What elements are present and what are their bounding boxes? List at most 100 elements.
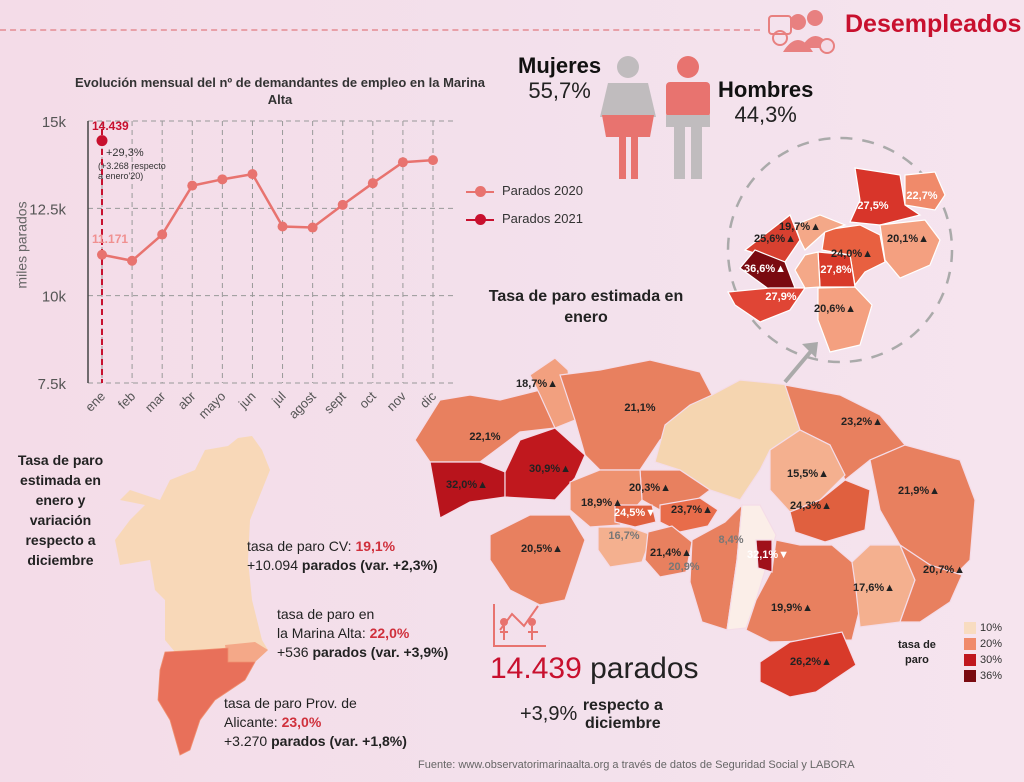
stat-rate: 23,0%	[281, 714, 322, 730]
y-tick-label: 7.5k	[38, 376, 67, 393]
map-label: 21,1%	[624, 402, 656, 414]
stat-rest: parados (var. +3,9%)	[312, 644, 449, 660]
map-label: 23,7%▲	[670, 504, 714, 516]
map-title: Tasa de paro estimada en enero	[488, 288, 684, 326]
inset-label: 27,8%	[820, 264, 852, 276]
data-point-2020	[187, 180, 198, 191]
data-point-2020	[367, 178, 378, 189]
change-annotation: +29,3%	[106, 147, 144, 159]
map-label: 24,3%▲	[789, 500, 833, 512]
legend-label: Parados 2020	[502, 183, 583, 198]
legend-item: 36%	[964, 668, 1002, 684]
data-point-2020	[397, 157, 408, 168]
legend-item-2021: Parados 2021	[466, 211, 583, 226]
map-label: 15,5%▲	[786, 468, 830, 480]
stat-rest: parados (var. +2,3%)	[301, 557, 438, 573]
change-detail: (+3.268 respecto	[98, 161, 166, 171]
stat-cv: tasa de paro CV: 19,1% +10.094 parados (…	[247, 537, 438, 575]
change-text-line: respecto a	[582, 697, 663, 715]
left-title: Tasa de paro estimada en enero y variaci…	[17, 452, 104, 568]
map-label: 24,5%▼	[613, 507, 657, 519]
label-2021: 14.439	[92, 119, 129, 133]
stat-num: +536	[277, 644, 309, 660]
gender-icons	[600, 56, 710, 179]
alicante-province-shape	[157, 647, 256, 756]
map-label: 20,3%▲	[628, 482, 672, 494]
marina-alta-shape	[225, 642, 268, 662]
source-note: Fuente: www.observatorimarinaalta.org a …	[418, 759, 855, 771]
stat-rest: parados (var. +1,8%)	[271, 733, 407, 749]
map-label: 20,9%	[668, 561, 700, 573]
stat-rate: 22,0%	[369, 625, 410, 641]
chart-title: Evolución mensual del nº de demandantes …	[74, 75, 486, 107]
stat-alicante: tasa de paro Prov. de Alicante: 23,0% +3…	[224, 694, 407, 751]
map-label: 19,9%▲	[770, 602, 814, 614]
legend-title-line: tasa de	[898, 639, 936, 651]
stat-label: la Marina Alta:	[277, 625, 366, 641]
stat-label: tasa de paro Prov. de	[224, 695, 357, 711]
comunitat-valenciana-shape	[115, 436, 270, 662]
inset-regions	[727, 167, 946, 353]
label-2020: 11.171	[92, 232, 128, 246]
page-title: Desempleados	[845, 10, 1022, 38]
inset-label: 27,5%	[857, 200, 889, 212]
stat-marina-alta: tasa de paro en la Marina Alta: 22,0% +5…	[277, 605, 448, 662]
data-point-2020	[217, 174, 228, 185]
valencia-region-map	[115, 436, 270, 756]
inset-label: 27,9%	[765, 291, 797, 303]
map-label: 22,1%	[469, 431, 501, 443]
series-line-2020	[101, 158, 434, 263]
men-stat: Hombres 44,3%	[718, 78, 813, 128]
data-point-2020	[428, 155, 438, 166]
legend-item: 20%	[964, 636, 1002, 652]
legend-label: Parados 2021	[502, 211, 583, 226]
data-point-2020	[247, 169, 258, 180]
men-value: 44,3%	[734, 102, 797, 127]
map-legend: 10% 20% 30% 36%	[964, 620, 1002, 684]
stat-label: tasa de paro CV:	[247, 538, 352, 554]
stat-num: +3.270	[224, 733, 268, 749]
map-label: 32,0%▲	[445, 479, 489, 491]
map-label: 21,4%▲	[649, 547, 693, 559]
map-legend-title: tasa de paro	[898, 638, 936, 668]
unemployed-people-icon	[768, 10, 835, 54]
data-point-2020	[277, 221, 288, 232]
stat-num: +10.094	[247, 557, 298, 573]
legend-title-line: paro	[905, 654, 929, 666]
total-unit: parados	[590, 652, 699, 685]
map-label: 20,7%▲	[922, 564, 966, 576]
data-point-2020	[97, 249, 107, 260]
change-text: respecto a diciembre	[582, 697, 663, 732]
map-label: 30,9%▲	[528, 463, 572, 475]
map-label: 8,4%	[718, 534, 744, 546]
inset-label: 20,1%▲	[886, 233, 930, 245]
main-map-regions	[414, 357, 976, 698]
woman-icon	[600, 56, 656, 179]
map-label: 26,2%▲	[789, 656, 833, 668]
map-label: 16,7%	[608, 530, 640, 542]
data-point-2021	[96, 135, 108, 147]
inset-label: 20,6%▲	[813, 303, 857, 315]
inset-zoom-circle	[726, 136, 954, 364]
inset-label: 25,6%▲	[753, 233, 797, 245]
map-label: 20,5%▲	[520, 543, 564, 555]
man-icon	[666, 56, 710, 179]
change-text-line: diciembre	[585, 714, 661, 732]
inset-label: 22,7%	[906, 190, 938, 202]
zoom-arrow-icon	[783, 348, 814, 384]
legend-item-2020: Parados 2020	[466, 183, 583, 198]
legend-item: 30%	[964, 652, 1002, 668]
men-label: Hombres	[718, 77, 814, 102]
data-point-2020	[127, 255, 138, 266]
data-point-2020	[307, 222, 318, 233]
total-unemployed: 14.439 parados	[490, 652, 699, 686]
legend-swatch-2020	[466, 185, 494, 197]
change-value: +3,9%	[520, 702, 578, 725]
women-stat: Mujeres 55,7%	[518, 54, 601, 104]
data-point-2020	[157, 229, 168, 240]
legend-swatch-2021	[466, 213, 494, 225]
map-label: 18,7%▲	[515, 378, 559, 390]
map-label: 23,2%▲	[840, 416, 884, 428]
